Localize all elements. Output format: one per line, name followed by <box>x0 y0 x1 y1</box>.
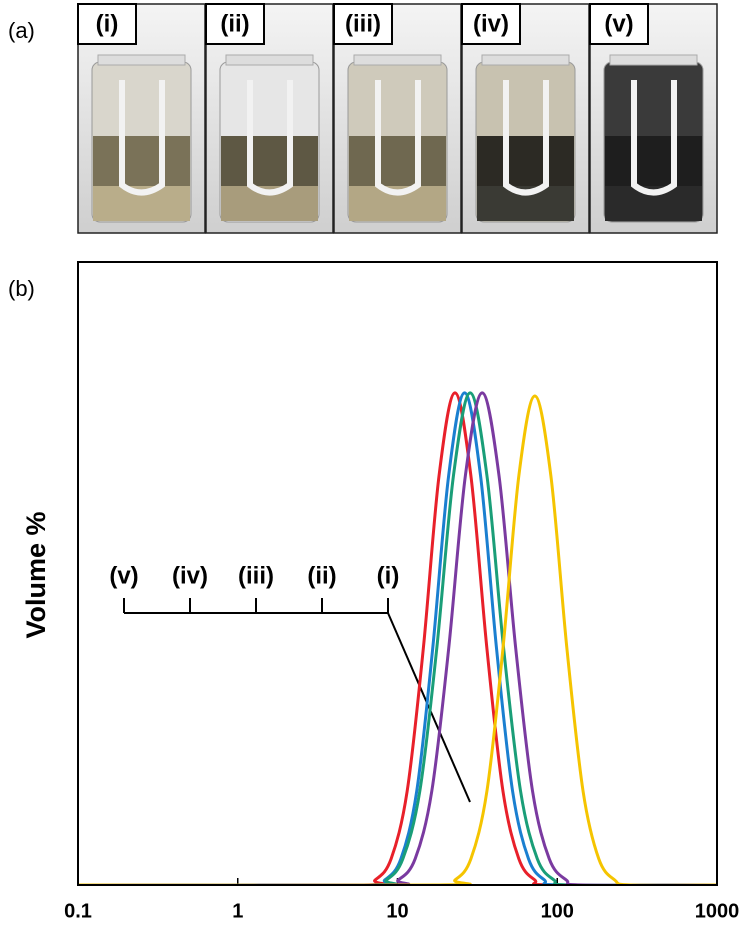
holder <box>119 80 165 196</box>
series-line <box>79 391 716 884</box>
photo: (iii) <box>333 3 462 234</box>
chart: Volume % 0.1 1 10 100 1000 (v) (iv) (iii) (ii) (i… <box>21 261 740 922</box>
liquid-upper <box>477 136 574 186</box>
label-box <box>589 3 649 45</box>
label-box <box>77 3 137 45</box>
photo: (v) <box>589 3 718 234</box>
holder <box>247 80 293 196</box>
photo-label: (iv) <box>473 10 509 37</box>
photo: (i) <box>77 3 206 234</box>
liquid-upper <box>221 136 318 186</box>
label-box <box>205 3 265 45</box>
jar-cap <box>225 54 314 66</box>
series-line <box>79 391 716 884</box>
x-tick-label: 10 <box>386 900 408 922</box>
photo-label: (ii) <box>220 10 249 37</box>
holder <box>503 80 549 196</box>
label-box <box>333 3 393 45</box>
photo: (iv) <box>461 3 590 234</box>
label-box <box>461 3 521 45</box>
photo-label: (v) <box>604 10 633 37</box>
liquid-upper <box>349 136 446 186</box>
panel-label: (b) <box>8 276 35 301</box>
annotation: (iv) <box>172 562 208 589</box>
photo-strip: (i) (ii) (iii) (iv) (v) <box>77 3 718 234</box>
photo-label: (iii) <box>345 10 381 37</box>
series-line <box>79 391 716 884</box>
annotation: (v) <box>109 562 138 589</box>
x-tick-label: 100 <box>541 900 574 922</box>
photo: (ii) <box>205 3 334 234</box>
series-group <box>79 391 716 884</box>
annotation: (i) <box>377 562 400 589</box>
x-tick-label: 0.1 <box>64 900 92 922</box>
y-axis-label: Volume % <box>21 511 51 638</box>
jar-cap <box>97 54 186 66</box>
jar-cap <box>609 54 698 66</box>
jar-cap <box>481 54 570 66</box>
liquid-upper <box>605 136 702 186</box>
x-tick-label: 1 <box>232 900 243 922</box>
holder <box>631 80 677 196</box>
annotation: (iii) <box>238 562 274 589</box>
series-line <box>79 394 716 884</box>
liquid-upper <box>93 136 190 186</box>
photo-label: (i) <box>96 10 119 37</box>
jar-cap <box>353 54 442 66</box>
series-line <box>79 391 716 884</box>
annotation: (ii) <box>307 562 336 589</box>
panel-label: (a) <box>8 18 35 43</box>
x-tick-label: 1000 <box>695 900 740 922</box>
holder <box>375 80 421 196</box>
